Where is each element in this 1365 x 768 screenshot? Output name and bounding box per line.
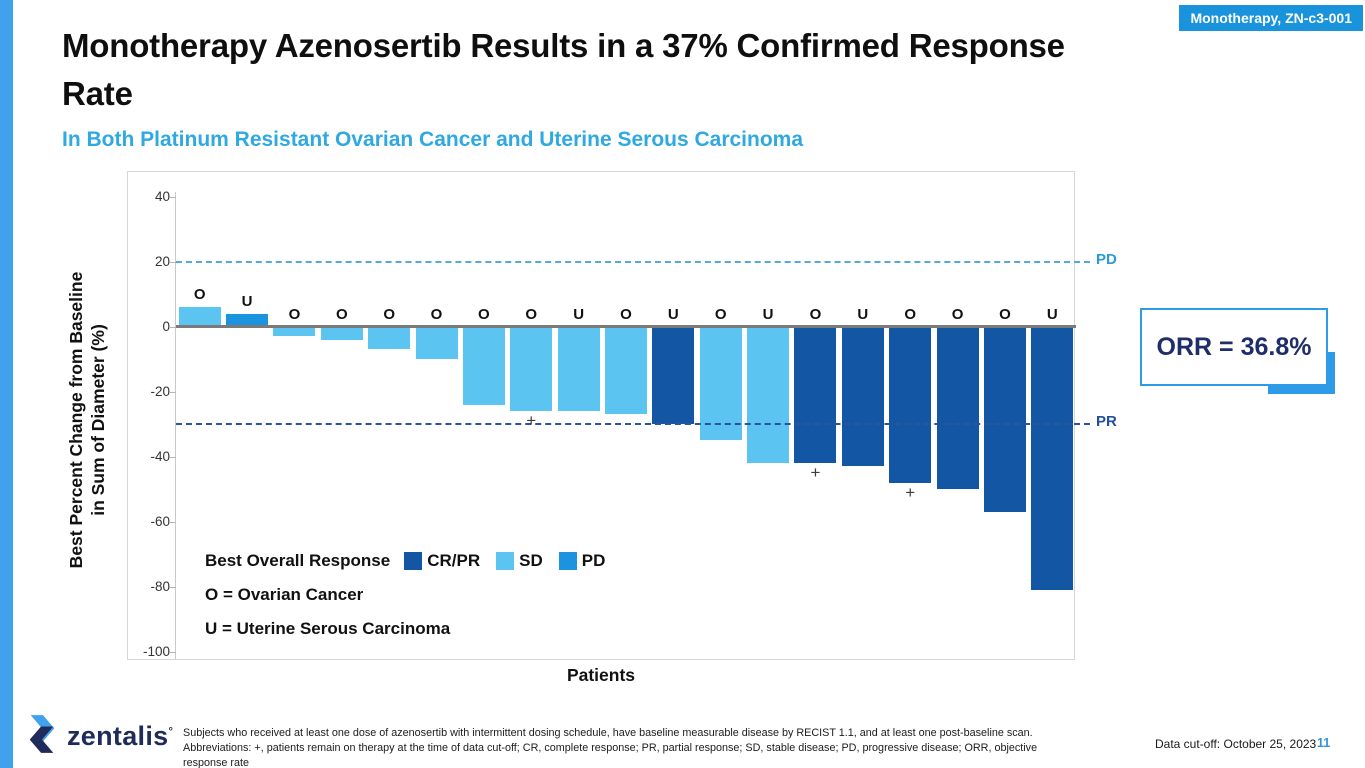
patient-bar <box>462 326 505 405</box>
reference-line-label-pr: PR <box>1096 413 1117 430</box>
y-tick-mark <box>170 651 176 653</box>
patient-bar <box>510 326 553 411</box>
chart-legend: Best Overall Response CR/PR SD PD <box>205 551 621 571</box>
page-subtitle: In Both Platinum Resistant Ovarian Cance… <box>62 128 804 151</box>
patient-bar-label: O <box>335 305 348 323</box>
patient-bar-label: U <box>762 305 774 323</box>
patient-bar-label: O <box>809 305 822 323</box>
patient-bar <box>936 326 979 489</box>
y-axis-label: Best Percent Change from Baseline in Sum… <box>65 250 111 590</box>
patient-bar <box>747 326 790 463</box>
y-tick-mark <box>170 196 176 198</box>
left-accent-bar <box>0 0 13 768</box>
patient-bar-label: O <box>904 305 917 323</box>
patient-bar-label: O <box>999 305 1011 323</box>
orr-callout-box: ORR = 36.8% <box>1140 308 1328 386</box>
patient-bar-label: O <box>951 305 964 323</box>
y-tick-label: -100 <box>142 643 170 659</box>
patient-bar-label: O <box>620 305 632 323</box>
y-axis-label-line2: in Sum of Diameter (%) <box>88 324 108 516</box>
patient-bar-label: O <box>193 286 206 303</box>
key-uterine: U = Uterine Serous Carcinoma <box>205 619 451 638</box>
zentalis-logo: zentalis° <box>25 714 173 759</box>
legend-title: Best Overall Response <box>205 551 391 570</box>
patient-bar-label: U <box>573 305 585 323</box>
footnote-line1: Subjects who received at least one dose … <box>183 727 1033 739</box>
logo-wordmark: zentalis° <box>67 721 174 751</box>
orr-box-shadow <box>1268 384 1335 394</box>
legend-label: CR/PR <box>427 551 481 570</box>
patient-bar <box>699 326 742 441</box>
patient-bar-label: O <box>478 305 490 323</box>
on-therapy-plus-marker: + <box>905 482 916 502</box>
y-tick-label: -40 <box>150 448 170 464</box>
patient-bar-label: O <box>383 305 395 323</box>
patient-bar-label: U <box>667 305 679 323</box>
patient-bar <box>652 326 695 424</box>
orr-box-shadow <box>1327 352 1335 394</box>
patient-bar <box>273 326 316 337</box>
study-badge: Monotherapy, ZN-c3-001 <box>1179 5 1363 31</box>
patient-bar-label: O <box>525 305 538 323</box>
y-tick-label: -80 <box>150 578 170 594</box>
footnote-line2: Abbreviations: +, patients remain on the… <box>183 742 1038 768</box>
patient-bar <box>794 326 837 463</box>
reference-line-label-pd: PD <box>1096 250 1117 268</box>
chart-plot: 40 20 0 -20 -40 -60 -80 -100 O U O O O O O O + U O U O U O + U O +… <box>127 171 1117 660</box>
on-therapy-plus-marker: + <box>810 463 821 482</box>
y-axis-line <box>175 192 176 659</box>
x-axis-label: Patients <box>566 665 636 685</box>
y-tick-label: 20 <box>154 253 170 269</box>
legend-label: SD <box>519 551 543 570</box>
patient-bar-label: U <box>857 305 869 323</box>
y-axis-label-line1: Best Percent Change from Baseline <box>66 271 86 569</box>
y-tick-mark <box>170 261 176 263</box>
patient-bar-label: O <box>288 305 301 323</box>
patient-bar <box>841 326 884 467</box>
y-tick-label: -60 <box>150 513 170 529</box>
patient-bar-label: U <box>241 292 253 310</box>
y-tick-label: -20 <box>150 383 170 399</box>
y-tick-mark <box>170 521 176 523</box>
y-tick-mark <box>170 586 176 588</box>
reference-line-pd <box>176 260 1090 263</box>
patient-bar <box>368 326 411 350</box>
legend-entry: SD <box>496 551 543 571</box>
orr-value: ORR = 36.8% <box>1156 332 1312 361</box>
on-therapy-plus-marker: + <box>526 411 537 430</box>
patient-bar <box>415 326 458 359</box>
patient-bar-label: O <box>714 305 727 323</box>
patient-bar <box>178 307 221 327</box>
key-ovarian: O = Ovarian Cancer <box>205 585 364 604</box>
patient-bar <box>320 326 363 340</box>
patient-bar-label: O <box>430 305 443 323</box>
reference-line-pr <box>176 423 1090 425</box>
y-tick-label: 0 <box>162 318 170 334</box>
legend-label: PD <box>581 551 606 570</box>
footnote: Subjects who received at least one dose … <box>183 726 1083 768</box>
legend-swatch-icon <box>558 552 577 570</box>
patient-bar <box>226 313 269 327</box>
patient-bar <box>557 326 600 411</box>
patient-bar <box>605 326 647 415</box>
y-tick-mark <box>170 456 176 458</box>
page-number: 11 <box>1317 736 1331 750</box>
y-tick-mark <box>170 326 176 328</box>
patient-bar <box>983 326 1026 512</box>
legend-swatch-icon <box>404 552 423 570</box>
y-tick-label: 40 <box>154 188 170 204</box>
patient-bar <box>1031 326 1074 590</box>
data-cutoff: Data cut-off: October 25, 2023 <box>1155 737 1317 751</box>
zentalis-logo-icon <box>25 714 59 759</box>
y-tick-mark <box>170 391 176 393</box>
legend-entry: PD <box>558 551 606 571</box>
zero-line <box>176 325 1076 328</box>
legend-entry: CR/PR <box>404 551 480 571</box>
patient-bar-label: U <box>1046 305 1058 323</box>
patient-bar <box>889 326 932 483</box>
page-title: Monotherapy Azenosertib Results in a 37%… <box>62 27 1065 112</box>
legend-swatch-icon <box>496 552 515 570</box>
